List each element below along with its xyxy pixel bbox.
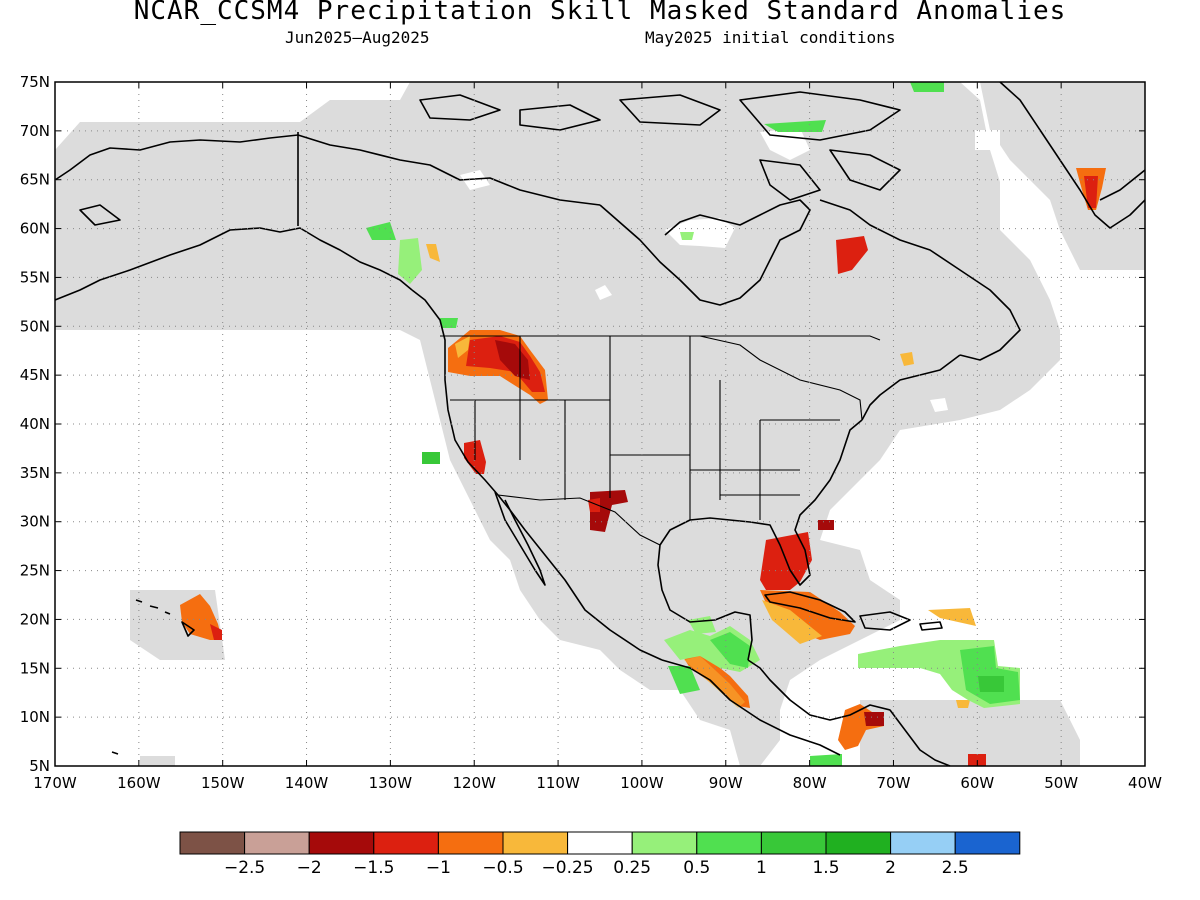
lon-label: 110W xyxy=(536,774,580,792)
anomaly-labrador xyxy=(836,236,868,274)
lat-label: 55N xyxy=(20,268,50,286)
colorbar-label: 0.25 xyxy=(613,858,651,878)
colorbar-swatch xyxy=(244,831,310,855)
colorbar-swatch xyxy=(502,831,569,855)
colorbar-label: 2 xyxy=(885,858,896,878)
lon-label: 40W xyxy=(1128,774,1162,792)
lon-label: 50W xyxy=(1044,774,1078,792)
lat-label: 5N xyxy=(29,757,50,775)
lon-label: 90W xyxy=(709,774,743,792)
lon-label: 60W xyxy=(960,774,994,792)
lat-label: 65N xyxy=(20,171,50,189)
lat-label: 45N xyxy=(20,366,50,384)
colorbar-swatch xyxy=(308,831,375,855)
lat-label: 20N xyxy=(20,610,50,628)
lat-label: 40N xyxy=(20,415,50,433)
coastlines xyxy=(54,81,1146,767)
lat-label: 15N xyxy=(20,659,50,677)
lon-label: 130W xyxy=(369,774,413,792)
lon-label: 140W xyxy=(285,774,329,792)
colorbar-swatch xyxy=(696,831,762,855)
colorbar-swatch xyxy=(567,831,633,855)
colorbar-label: 2.5 xyxy=(942,858,969,878)
colorbar-label: −0.25 xyxy=(542,858,594,878)
colorbar-label: −1 xyxy=(426,858,451,878)
colorbar-label: −1.5 xyxy=(353,858,394,878)
lat-label: 25N xyxy=(20,562,50,580)
colorbar-label: 0.5 xyxy=(683,858,710,878)
lat-label: 50N xyxy=(20,317,50,335)
dry-anomalies xyxy=(180,168,1106,766)
colorbar-label: −0.5 xyxy=(482,858,523,878)
colorbar: −2.5 −2 −1.5 −1 −0.5 −0.25 0.25 0.5 1 1.5 2 2.5 xyxy=(179,831,1021,878)
lon-label: 150W xyxy=(201,774,245,792)
colorbar-swatch xyxy=(890,831,956,855)
lon-label: 170W xyxy=(33,774,77,792)
wet-anomalies xyxy=(366,82,1020,766)
lat-label: 35N xyxy=(20,464,50,482)
colorbar-label: −2 xyxy=(297,858,322,878)
colorbar-swatch xyxy=(954,831,1021,855)
colorbar-swatch xyxy=(179,831,246,855)
lat-label: 30N xyxy=(20,513,50,531)
colorbar-label: −2.5 xyxy=(224,858,265,878)
colorbar-swatch xyxy=(373,831,439,855)
initial-conditions: May2025 initial conditions xyxy=(645,28,896,47)
lat-label: 10N xyxy=(20,708,50,726)
lat-label: 70N xyxy=(20,122,50,140)
latitude-labels: 75N 70N 65N 60N 55N 50N 45N 40N 35N 30N 25N 20N 15N 1… xyxy=(20,73,50,775)
colorbar-swatch xyxy=(437,831,504,855)
lat-label: 60N xyxy=(20,220,50,238)
lon-label: 100W xyxy=(620,774,664,792)
colorbar-label: 1 xyxy=(756,858,767,878)
lon-label: 120W xyxy=(452,774,496,792)
colorbar-swatch xyxy=(631,831,698,855)
lat-label: 75N xyxy=(20,73,50,91)
map-title: NCAR_CCSM4 Precipitation Skill Masked St… xyxy=(133,0,1067,26)
colorbar-swatch xyxy=(760,831,827,855)
longitude-labels: 170W 160W 150W 140W 130W 120W 110W 100W 90W 80W 70… xyxy=(33,774,1162,792)
lon-label: 160W xyxy=(117,774,161,792)
lon-label: 70W xyxy=(877,774,911,792)
forecast-period: Jun2025–Aug2025 xyxy=(285,28,430,47)
graticule xyxy=(55,82,1145,766)
colorbar-label: 1.5 xyxy=(812,858,839,878)
colorbar-swatch xyxy=(825,831,892,855)
axis-ticks xyxy=(54,81,1146,767)
political-boundaries xyxy=(440,335,881,546)
lon-label: 80W xyxy=(793,774,827,792)
